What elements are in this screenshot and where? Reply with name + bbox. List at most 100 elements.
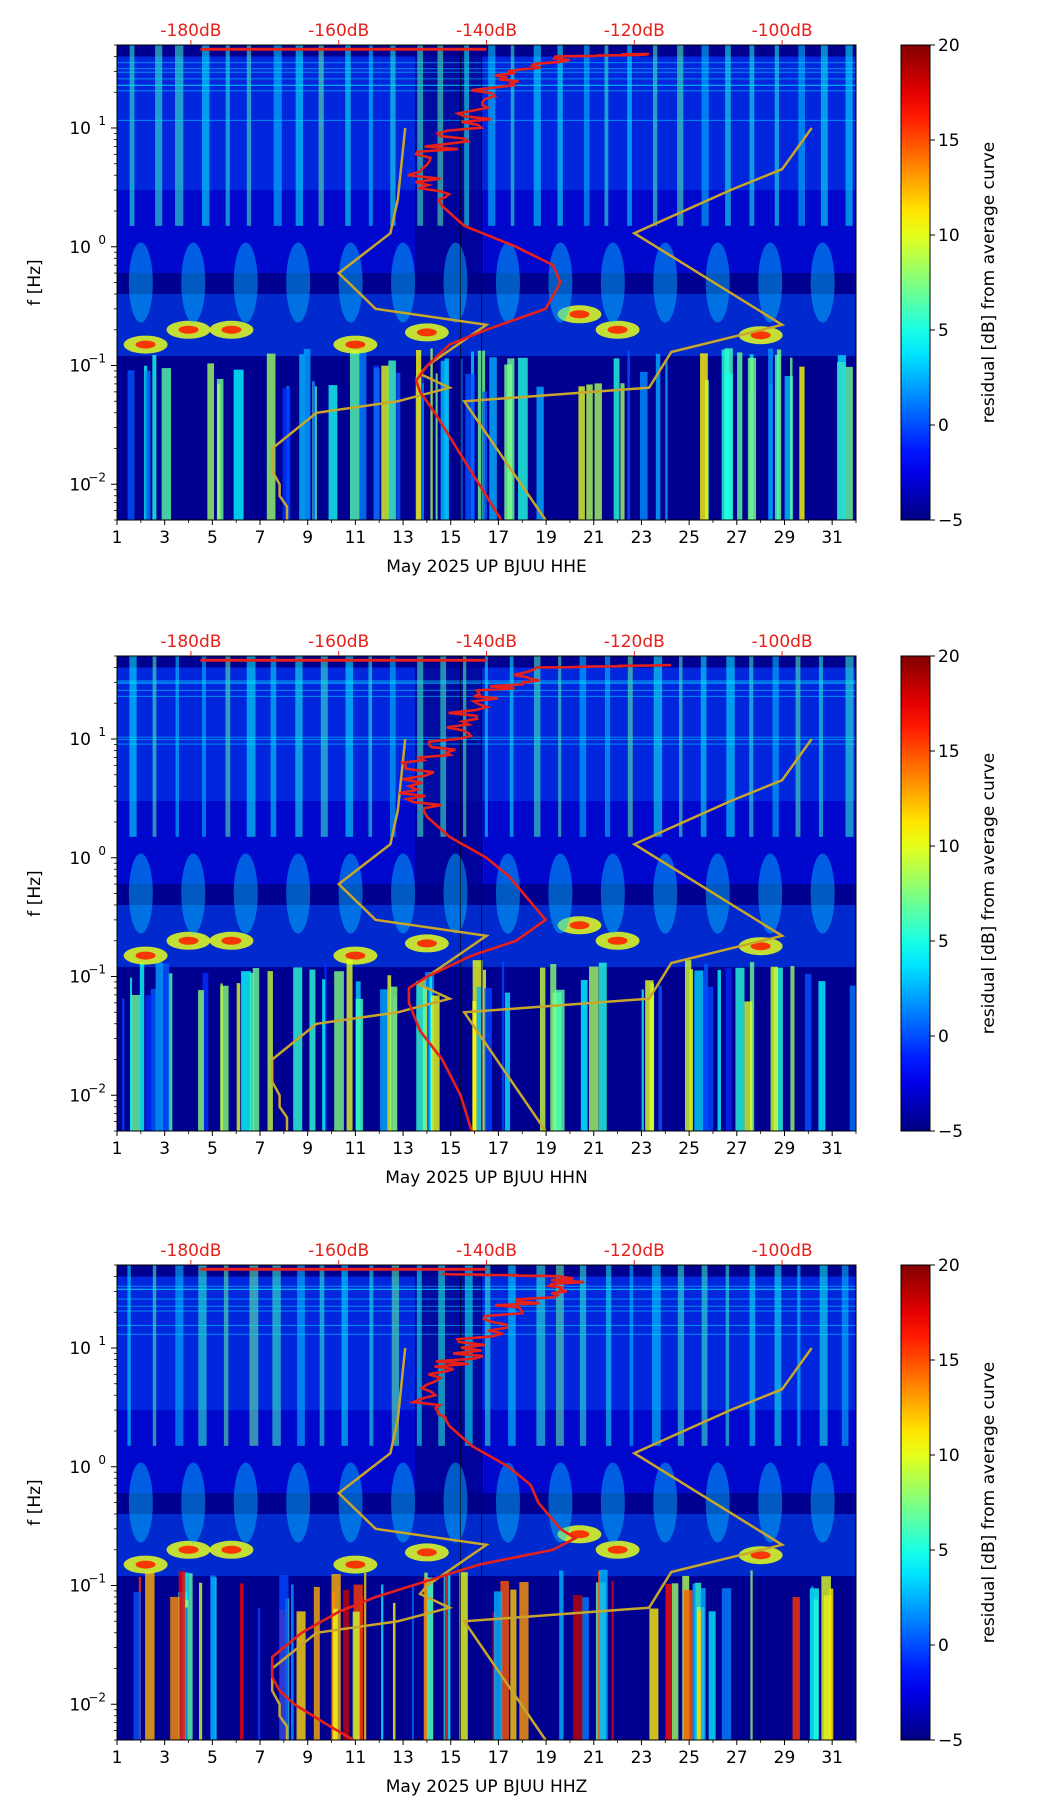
x-tick-label: 17: [488, 528, 510, 548]
event-streak: [790, 357, 793, 520]
event-streak: [735, 967, 745, 1131]
noise-plume: [600, 853, 625, 934]
event-streak: [703, 986, 714, 1131]
event-streak: [220, 983, 223, 1131]
noise-plume: [758, 242, 783, 323]
daily-noise-stripe: [223, 1265, 229, 1446]
spectral-line: [117, 90, 856, 92]
noise-plume: [600, 242, 625, 323]
event-streak: [127, 370, 135, 520]
event-streak: [364, 1572, 367, 1740]
x-tick-label: 25: [678, 1139, 700, 1159]
event-streak: [721, 1588, 732, 1740]
microseism-blob-core: [607, 936, 628, 945]
x-tick-label: 19: [535, 1139, 557, 1159]
noise-plume: [495, 1462, 520, 1543]
x-tick-label: 1: [112, 528, 123, 548]
event-streak: [381, 365, 389, 520]
event-streak: [829, 1588, 834, 1740]
daily-noise-stripe: [629, 1265, 634, 1446]
colorbar-tick-label: 15: [938, 742, 960, 762]
x-tick-label: 7: [255, 528, 266, 548]
event-streak: [217, 383, 221, 520]
x-axis-label: May 2025 UP BJUU HHN: [385, 1168, 588, 1188]
daily-noise-stripe: [774, 45, 779, 226]
spectral-line: [117, 736, 856, 738]
event-streak: [387, 975, 392, 1131]
microseism-blob-core: [569, 921, 590, 930]
colorbar-tick-label: −5: [938, 511, 963, 531]
y-tick-exponent: −2: [88, 1081, 106, 1095]
event-streak: [220, 985, 229, 1131]
daily-noise-stripe: [389, 656, 396, 837]
spectral-line: [117, 739, 856, 741]
event-streak: [501, 961, 505, 1131]
spectral-line: [117, 1333, 856, 1335]
daily-noise-stripe: [225, 656, 231, 837]
colorbar-tick-label: 5: [938, 932, 949, 952]
x-tick-label: 9: [302, 1748, 313, 1768]
event-streak: [252, 968, 260, 1131]
y-tick-exponent: −1: [88, 1572, 106, 1586]
microseism-blob-core: [221, 936, 242, 945]
x-axis-label: May 2025 UP BJUU HHZ: [386, 1777, 588, 1797]
spectral-line: [117, 1310, 856, 1312]
event-streak: [139, 962, 145, 1131]
daily-noise-stripe: [417, 656, 424, 837]
noise-plume: [338, 1462, 363, 1543]
daily-noise-stripe: [152, 1265, 157, 1446]
event-streak: [429, 975, 433, 1131]
daily-noise-stripe: [320, 656, 328, 837]
daily-noise-stripe: [701, 1265, 708, 1446]
microseism-blob-core: [178, 1545, 199, 1554]
daily-noise-stripe: [653, 656, 663, 837]
x-tick-label: 7: [255, 1139, 266, 1159]
microseism-blob-core: [416, 1548, 437, 1557]
spectral-line: [117, 71, 856, 73]
event-streak: [627, 350, 631, 520]
noise-plume: [810, 242, 835, 323]
noise-plume: [653, 242, 678, 323]
event-streak: [671, 1583, 679, 1740]
spectral-line: [117, 680, 856, 682]
event-streak: [770, 966, 779, 1131]
daily-noise-stripe: [485, 1265, 491, 1446]
nhnm-curve: [462, 738, 813, 1131]
event-streak: [658, 985, 662, 1131]
spectrogram-image: [117, 656, 856, 1131]
daily-noise-stripe: [198, 1265, 207, 1446]
y-tick-label: 10: [69, 1086, 91, 1106]
daily-noise-stripe: [749, 1265, 756, 1446]
x-axis-label: May 2025 UP BJUU HHE: [386, 557, 587, 577]
event-streak: [293, 967, 303, 1131]
event-streak: [416, 350, 422, 520]
daily-noise-stripe: [464, 45, 470, 226]
daily-noise-stripe: [368, 656, 373, 837]
noise-plume: [548, 1462, 573, 1543]
event-streak: [683, 1590, 693, 1740]
daily-noise-stripe: [391, 1265, 399, 1446]
event-streak: [199, 1582, 203, 1740]
event-streak: [599, 1569, 608, 1740]
colorbar-tick-label: 0: [938, 1027, 949, 1047]
event-streak: [390, 986, 398, 1131]
event-streak: [665, 359, 668, 520]
event-streak: [333, 1608, 338, 1740]
y-tick-exponent: −2: [88, 1690, 106, 1704]
event-streak: [152, 355, 157, 520]
event-streak: [421, 383, 425, 520]
event-streak: [161, 368, 172, 520]
daily-noise-stripe: [749, 656, 754, 837]
noise-plume: [286, 1462, 311, 1543]
daily-noise-stripe: [795, 656, 801, 837]
microseism-blob-core: [135, 951, 156, 960]
event-streak: [717, 969, 721, 1131]
event-streak: [426, 1577, 434, 1740]
spectral-line: [117, 681, 856, 683]
noise-plume: [443, 853, 468, 934]
daily-noise-stripe: [175, 656, 179, 837]
daily-noise-stripe: [772, 656, 779, 837]
x-tick-label: 31: [821, 528, 843, 548]
event-streak: [324, 962, 327, 1131]
event-streak: [313, 1586, 320, 1740]
